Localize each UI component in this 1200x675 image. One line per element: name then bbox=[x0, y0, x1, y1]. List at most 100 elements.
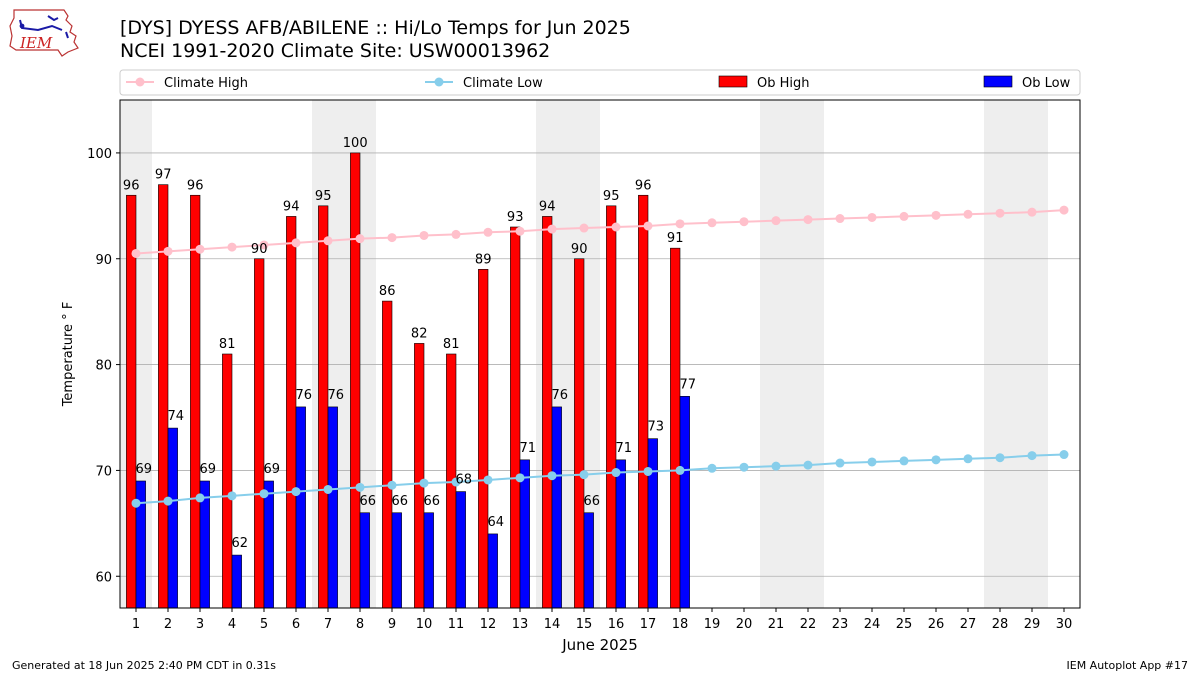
climate-low-point bbox=[995, 453, 1005, 463]
ob-low-label: 66 bbox=[360, 494, 377, 509]
ob-low-label: 64 bbox=[488, 515, 505, 530]
climate-low-point bbox=[163, 496, 173, 506]
ob-high-label: 93 bbox=[507, 210, 524, 225]
climate-high-point bbox=[675, 219, 685, 229]
ob-low-label: 76 bbox=[328, 388, 345, 403]
x-tick-label: 24 bbox=[864, 617, 881, 632]
x-tick-label: 5 bbox=[260, 617, 268, 632]
climate-low-point bbox=[739, 462, 749, 472]
ob-high-label: 96 bbox=[187, 178, 204, 193]
ob-low-bar bbox=[231, 554, 242, 609]
climate-high-point bbox=[419, 230, 429, 240]
ob-low-bar bbox=[615, 459, 626, 609]
climate-low-point bbox=[1059, 450, 1069, 460]
x-tick-label: 27 bbox=[960, 617, 977, 632]
climate-high-point bbox=[1059, 205, 1069, 215]
y-axis: 60 70 80 90 100 bbox=[87, 147, 120, 585]
x-tick-label: 8 bbox=[356, 617, 364, 632]
climate-high-point bbox=[931, 210, 941, 220]
x-tick-label: 29 bbox=[1024, 617, 1041, 632]
legend-climate-low-marker bbox=[434, 77, 444, 87]
iem-logo-icon: IEM bbox=[9, 9, 79, 57]
climate-low-point bbox=[643, 466, 653, 476]
ob-low-label: 62 bbox=[232, 536, 249, 551]
ob-high-bar bbox=[510, 226, 521, 609]
climate-high-point bbox=[547, 224, 557, 234]
ob-high-bar bbox=[542, 216, 553, 609]
ob-high-bar bbox=[254, 258, 265, 609]
x-tick-label: 15 bbox=[576, 617, 593, 632]
ob-high-bar bbox=[638, 194, 649, 609]
legend-ob-low-swatch bbox=[983, 75, 1013, 88]
ob-high-bar bbox=[318, 205, 329, 609]
climate-low-point bbox=[835, 458, 845, 468]
climate-low-point bbox=[323, 484, 333, 494]
ob-low-label: 71 bbox=[520, 441, 537, 456]
climate-low-point bbox=[707, 463, 717, 473]
legend-climate-high-marker bbox=[135, 77, 145, 87]
ob-high-bar bbox=[286, 216, 297, 609]
x-tick-label: 11 bbox=[448, 617, 465, 632]
climate-high-point bbox=[291, 238, 301, 248]
ob-high-label: 94 bbox=[283, 199, 300, 214]
generated-timestamp: Generated at 18 Jun 2025 2:40 PM CDT in … bbox=[12, 659, 277, 672]
ob-high-label: 100 bbox=[343, 136, 368, 151]
x-tick-label: 12 bbox=[480, 617, 497, 632]
ob-high-label: 86 bbox=[379, 284, 396, 299]
x-tick-label: 4 bbox=[228, 617, 236, 632]
plot-frame bbox=[119, 99, 1081, 609]
ob-low-label: 66 bbox=[584, 494, 601, 509]
climate-high-point bbox=[835, 214, 845, 224]
legend-climate-high-label: Climate High bbox=[164, 76, 248, 91]
climate-low-point bbox=[963, 454, 973, 464]
climate-low-point bbox=[227, 491, 237, 501]
ob-low-bar bbox=[263, 480, 274, 609]
x-tick-label: 16 bbox=[608, 617, 625, 632]
x-tick-label: 26 bbox=[928, 617, 945, 632]
ob-high-label: 94 bbox=[539, 199, 556, 214]
ob-low-label: 69 bbox=[136, 462, 153, 477]
climate-low-point bbox=[547, 471, 557, 481]
climate-high-point bbox=[1027, 207, 1037, 217]
ob-high-label: 82 bbox=[411, 326, 428, 341]
climate-high-point bbox=[899, 211, 909, 221]
x-tick-label: 1 bbox=[132, 617, 140, 632]
climate-low-point bbox=[675, 465, 685, 475]
ob-high-label: 81 bbox=[219, 337, 236, 352]
ob-high-label: 96 bbox=[123, 178, 140, 193]
ob-low-bar bbox=[295, 406, 306, 609]
climate-low-point bbox=[899, 456, 909, 466]
legend: Climate High Climate Low Ob High Ob Low bbox=[119, 69, 1081, 96]
climate-high-point bbox=[963, 209, 973, 219]
climate-low-point bbox=[579, 470, 589, 480]
x-tick-label: 20 bbox=[736, 617, 753, 632]
x-tick-label: 13 bbox=[512, 617, 529, 632]
ob-high-label: 91 bbox=[667, 231, 684, 246]
ob-low-label: 77 bbox=[680, 377, 697, 392]
y-tick-label: 70 bbox=[95, 464, 112, 479]
ob-low-label: 71 bbox=[616, 441, 633, 456]
ob-low-label: 69 bbox=[200, 462, 217, 477]
climate-high-point bbox=[995, 208, 1005, 218]
legend-box bbox=[119, 69, 1081, 96]
ob-low-bar bbox=[583, 512, 594, 609]
x-tick-label: 22 bbox=[800, 617, 817, 632]
ob-low-label: 69 bbox=[264, 462, 281, 477]
ob-low-bar bbox=[455, 491, 466, 609]
climate-high-point bbox=[643, 221, 653, 231]
ob-low-label: 66 bbox=[392, 494, 409, 509]
ob-low-bar bbox=[167, 427, 178, 609]
climate-high-point bbox=[131, 248, 141, 258]
x-tick-label: 7 bbox=[324, 617, 332, 632]
legend-ob-high-swatch bbox=[718, 75, 748, 88]
ob-high-label: 81 bbox=[443, 337, 460, 352]
legend-climate-low-label: Climate Low bbox=[463, 76, 543, 91]
climate-lines bbox=[131, 205, 1069, 508]
x-tick-label: 18 bbox=[672, 617, 689, 632]
ob-low-bar bbox=[359, 512, 370, 609]
ob-high-bar bbox=[382, 300, 393, 609]
ob-low-bar bbox=[647, 438, 658, 609]
x-axis-label: June 2025 bbox=[561, 636, 638, 654]
x-tick-label: 3 bbox=[196, 617, 204, 632]
ob-low-label: 73 bbox=[648, 420, 665, 435]
